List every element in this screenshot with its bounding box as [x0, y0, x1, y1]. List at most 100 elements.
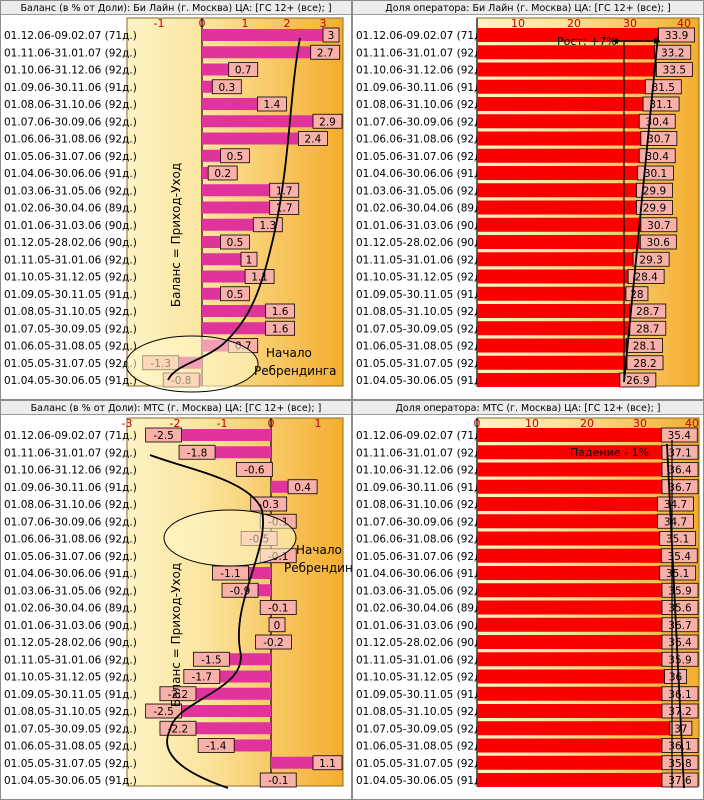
beeline-share-bar — [477, 45, 661, 60]
beeline-share-bar — [477, 97, 650, 111]
beeline-balance-ylabel: Баланс = Приход-Уход — [169, 163, 183, 307]
mts-share-data-label: 36.7 — [668, 482, 691, 494]
beeline-balance-category-label: 01.12.06-09.02.07 (71д.) — [4, 30, 137, 42]
mts-balance-data-label: 0 — [274, 620, 281, 632]
mts-share-bar — [477, 738, 672, 753]
beeline-balance-category-label: 01.10.06-31.12.06 (92д.) — [4, 65, 137, 77]
beeline-share-category-label: 01.10.06-31.12.06 (92д.) — [356, 65, 489, 77]
mts-share-category-label: 01.10.06-31.12.06 (92д.) — [356, 465, 489, 477]
beeline-share-bar — [477, 217, 647, 232]
mts-balance-category-label: 01.06.05-31.08.05 (92д.) — [4, 741, 137, 753]
beeline-balance-chart: Баланс (в % от Доли): Би Лайн (г. Москва… — [0, 0, 352, 400]
mts-balance-bar — [271, 756, 324, 769]
mts-share-panel: Доля оператора: МТС (г. Москва) ЦА: [ГС … — [352, 400, 704, 800]
beeline-share-data-label: 31.1 — [649, 99, 672, 111]
beeline-balance-category-label: 01.06.05-31.08.05 (92д.) — [4, 341, 137, 353]
mts-balance-data-label-box — [235, 462, 273, 477]
mts-balance-category-label: 01.07.06-30.09.06 (92д.) — [4, 516, 137, 528]
mts-share-category-label: 01.09.06-30.11.06 (91д.) — [356, 482, 489, 494]
beeline-share-category-label: 01.12.05-28.02.06 (90д.) — [356, 237, 489, 249]
beeline-share-data-label: 28.2 — [633, 358, 656, 370]
beeline-balance-data-label: 0.5 — [227, 151, 244, 163]
beeline-balance-data-label: 0.3 — [218, 82, 235, 94]
mts-balance-category-label: 01.01.06-31.03.06 (90д.) — [4, 620, 137, 632]
mts-share-data-label-box — [661, 582, 699, 598]
beeline-share-data-label-box — [629, 303, 667, 319]
beeline-balance-category-label: 01.07.05-30.09.05 (92д.) — [4, 323, 137, 335]
mts-share-data-label: 36.4 — [668, 637, 692, 649]
beeline-share-category-label: 01.05.06-31.07.06 (92д.) — [356, 151, 489, 163]
mts-balance-category-label: 01.04.06-30.06.06 (91д.) — [4, 568, 137, 580]
mts-share-tick-label: 30 — [633, 417, 647, 430]
mts-share-category-label: 01.08.05-31.10.05 (92д.) — [356, 706, 489, 718]
beeline-share-data-label-box — [619, 372, 657, 388]
mts-balance-data-label: -0.3 — [258, 499, 279, 511]
beeline-balance-data-label-box — [265, 303, 296, 319]
beeline-share-bar — [477, 269, 635, 284]
beeline-balance-bar — [202, 236, 223, 248]
beeline-balance-bar — [202, 29, 325, 41]
mts-share-category-label: 01.01.06-31.03.06 (90д.) — [356, 620, 489, 632]
mts-share-bar — [477, 428, 668, 442]
beeline-balance-category-label: 01.10.05-31.12.05 (92д.) — [4, 272, 137, 284]
beeline-balance-data-label: 0.2 — [214, 168, 231, 180]
beeline-balance-annotation: Начало — [266, 346, 312, 360]
beeline-balance-data-label: 0.7 — [235, 65, 252, 77]
mts-balance-data-label: -0.1 — [268, 775, 289, 787]
beeline-share-arrow-head — [612, 38, 618, 44]
beeline-balance-bar — [202, 201, 272, 214]
beeline-share-data-label-box — [636, 182, 673, 198]
beeline-share-chart: Доля оператора: Би Лайн (г. Москва) ЦА: … — [352, 0, 704, 400]
beeline-share-title: Доля оператора: Би Лайн (г. Москва) ЦА: … — [385, 3, 670, 14]
beeline-balance-category-label: 01.02.06-30.04.06 (89д.) — [4, 203, 137, 215]
beeline-balance-data-label-box — [211, 79, 242, 95]
mts-share-category-label: 01.05.05-31.07.05 (92д.) — [356, 758, 489, 770]
mts-balance-data-label-box — [197, 738, 235, 753]
beeline-balance-bar — [202, 132, 301, 145]
mts-share-tick-label: 40 — [685, 417, 699, 430]
beeline-share-data-label: 28.7 — [636, 306, 659, 318]
mts-balance-category-label: 01.02.06-30.04.06 (89д.) — [4, 603, 137, 615]
mts-balance-category-label: 01.05.05-31.07.05 (92д.) — [4, 758, 137, 770]
beeline-share-data-label: 30.6 — [647, 237, 671, 249]
mts-balance-tick-label: -3 — [122, 417, 133, 430]
mts-balance-tick-label: -1 — [217, 417, 228, 430]
beeline-share-data-label-box — [636, 200, 673, 215]
beeline-balance-data-label: 2.9 — [319, 116, 336, 128]
beeline-balance-data-label: 1 — [246, 254, 253, 266]
beeline-balance-bar — [202, 270, 248, 283]
mts-share-data-label: 36.7 — [668, 620, 691, 632]
beeline-balance-data-label: 1.1 — [251, 272, 268, 284]
beeline-share-bar — [477, 62, 663, 77]
mts-balance-data-label-box — [183, 669, 221, 684]
beeline-share-bar — [477, 148, 646, 163]
mts-balance-tick-label: -2 — [170, 417, 181, 430]
beeline-share-bar — [477, 114, 646, 129]
beeline-share-data-label-box — [640, 217, 678, 233]
beeline-balance-rebranding-ellipse — [125, 335, 259, 393]
beeline-share-annotation: Рост: +7% — [557, 35, 617, 48]
beeline-balance-category-label: 01.11.06-31.01.07 (92д.) — [4, 47, 137, 59]
beeline-share-bar — [477, 338, 633, 353]
beeline-share-data-label-box — [639, 234, 677, 250]
beeline-balance-category-label: 01.01.06-31.03.06 (90д.) — [4, 220, 137, 232]
beeline-balance-trend-curve — [167, 37, 301, 381]
mts-share-title-bar — [352, 400, 704, 414]
beeline-share-data-label-box — [644, 79, 682, 95]
mts-balance-data-label: 0.4 — [294, 482, 311, 494]
beeline-balance-bar — [202, 149, 223, 162]
beeline-share-tick-label: 10 — [511, 17, 525, 30]
mts-balance-data-label: -1.1 — [220, 568, 241, 580]
mts-share-bar — [477, 548, 668, 563]
mts-balance-data-label-box — [145, 427, 183, 443]
beeline-balance-category-label: 01.03.06-31.05.06 (92д.) — [4, 185, 137, 197]
mts-balance-bar — [271, 480, 291, 493]
beeline-share-bar — [477, 286, 632, 301]
mts-share-bar — [477, 479, 675, 494]
beeline-balance-bar — [202, 184, 272, 197]
beeline-balance-category-label: 01.07.06-30.09.06 (92д.) — [4, 116, 137, 128]
beeline-share-data-label: 30.4 — [646, 116, 670, 128]
beeline-balance-data-label-box — [220, 286, 250, 302]
mts-share-category-label: 01.07.06-30.09.06 (92д.) — [356, 516, 489, 528]
beeline-balance-category-label: 01.04.06-30.06.06 (91д.) — [4, 168, 137, 180]
